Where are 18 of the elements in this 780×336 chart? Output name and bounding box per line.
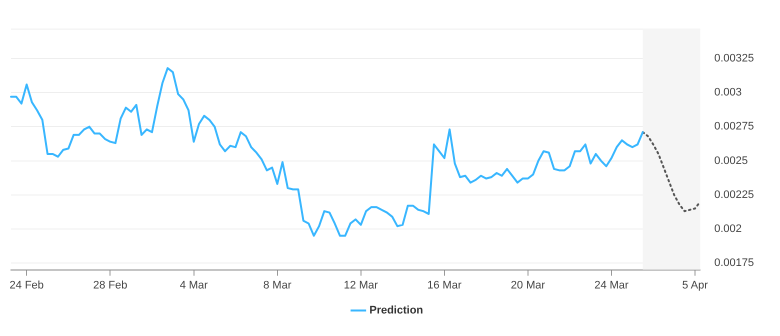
x-tick-label: 24 Feb: [10, 279, 44, 292]
x-tick-label: 16 Mar: [427, 279, 462, 292]
y-tick-label: 0.003: [714, 86, 742, 99]
y-tick-label: 0.0025: [714, 154, 748, 167]
y-tick-label: 0.002: [714, 222, 742, 235]
x-tick-label: 24 Mar: [594, 279, 629, 292]
line-series: [642, 131, 702, 212]
x-tick-label: 12 Mar: [344, 279, 378, 292]
x-tick-label: 8 Mar: [263, 279, 292, 292]
y-tick-label: 0.00225: [714, 188, 754, 201]
x-tick-label: 4 Mar: [180, 279, 208, 292]
y-tick-label: 0.00325: [714, 52, 754, 65]
x-tick-label: 28 Feb: [93, 279, 128, 292]
x-tick-label: 5 Apr: [682, 279, 708, 292]
y-tick-label: 0.00275: [714, 120, 754, 133]
x-tick-label: 20 Mar: [510, 279, 546, 292]
legend-label: Prediction: [369, 304, 424, 317]
y-tick-label: 0.00175: [714, 257, 754, 270]
